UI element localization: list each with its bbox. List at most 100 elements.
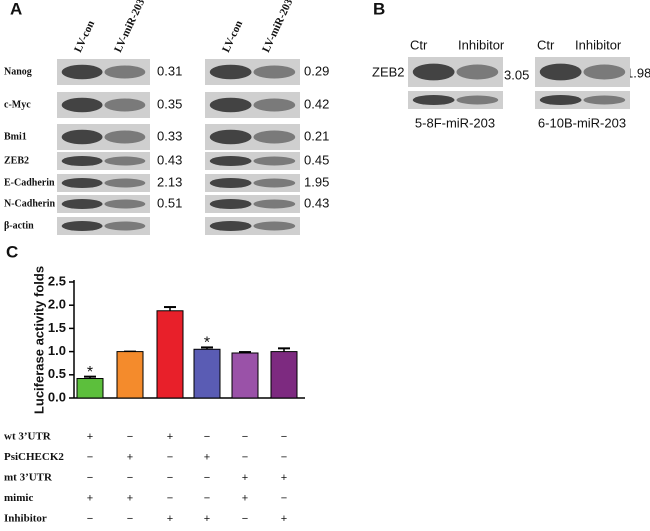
panel-label: C <box>6 242 18 261</box>
lane-label: Inhibitor <box>458 37 505 52</box>
condition-sign: − <box>87 513 93 525</box>
condition-label: mimic <box>4 492 33 504</box>
band <box>253 221 296 231</box>
band <box>253 199 296 209</box>
condition-label: Inhibitor <box>4 513 47 525</box>
band <box>104 130 146 144</box>
lane-label: Ctr <box>537 37 555 52</box>
condition-sign: + <box>281 513 287 525</box>
protein-label: N-Cadherin <box>4 198 56 209</box>
protein-label: c-Myc <box>4 99 31 110</box>
condition-sign: − <box>127 513 133 525</box>
protein-label: Nanog <box>4 66 32 77</box>
panel-label: A <box>10 0 22 18</box>
lane-label: LV-con <box>72 19 97 55</box>
condition-sign: − <box>281 492 287 504</box>
condition-sign: + <box>242 472 248 484</box>
band <box>539 63 582 81</box>
asterisk: * <box>204 335 210 352</box>
y-tick-label: 0.0 <box>48 389 66 404</box>
bar <box>116 351 144 399</box>
band <box>412 63 455 81</box>
condition-sign: − <box>242 431 248 443</box>
protein-label: ZEB2 <box>4 155 29 166</box>
lane-label: LV-con <box>220 19 245 55</box>
condition-sign: + <box>87 431 93 443</box>
panel-label: B <box>373 0 385 18</box>
condition-sign: − <box>127 431 133 443</box>
ratio: 1.95 <box>304 174 329 189</box>
condition-sign: − <box>281 451 287 463</box>
caption: 6-10B-miR-203 <box>538 115 626 130</box>
condition-sign: + <box>242 492 248 504</box>
band <box>583 64 626 80</box>
ratio: 0.35 <box>157 96 182 111</box>
bar <box>156 310 184 399</box>
condition-sign: − <box>204 431 210 443</box>
y-tick-label: 1.0 <box>48 343 66 358</box>
ratio: 0.43 <box>157 152 182 167</box>
band <box>104 65 146 79</box>
band <box>104 98 146 112</box>
condition-sign: − <box>242 513 248 525</box>
y-tick-label: 0.5 <box>48 366 66 381</box>
y-tick-label: 1.5 <box>48 320 66 335</box>
band <box>61 198 103 210</box>
protein-label: β-actin <box>4 220 34 231</box>
condition-sign: + <box>204 451 210 463</box>
bar <box>231 352 259 399</box>
band <box>61 177 103 189</box>
ratio: 2.13 <box>157 174 182 189</box>
y-tick-label: 2.0 <box>48 297 66 312</box>
bar <box>270 351 298 399</box>
caption: 5-8F-miR-203 <box>415 115 495 130</box>
band <box>209 64 252 80</box>
band <box>253 156 296 166</box>
lane-label: Ctr <box>410 37 428 52</box>
bar <box>193 348 221 399</box>
band <box>61 129 103 145</box>
condition-sign: − <box>167 451 173 463</box>
band <box>209 97 252 113</box>
condition-sign: − <box>167 472 173 484</box>
band <box>209 177 252 189</box>
band <box>61 97 103 113</box>
band <box>253 98 296 112</box>
condition-sign: + <box>127 492 133 504</box>
lane-label: LV-miR-203 <box>112 0 147 54</box>
condition-sign: + <box>87 492 93 504</box>
ratio: 0.31 <box>157 63 182 78</box>
ratio: 0.21 <box>304 128 329 143</box>
condition-sign: − <box>204 492 210 504</box>
protein-label: Bmi1 <box>4 131 27 142</box>
band <box>209 198 252 210</box>
band <box>253 65 296 79</box>
y-axis-label: Luciferase activity folds <box>31 266 46 414</box>
condition-sign: + <box>167 431 173 443</box>
condition-sign: − <box>87 472 93 484</box>
band <box>61 220 103 232</box>
condition-sign: − <box>87 451 93 463</box>
ratio: 0.51 <box>157 195 182 210</box>
band <box>253 130 296 144</box>
condition-sign: − <box>281 431 287 443</box>
lane-label: LV-miR-203 <box>260 0 295 54</box>
band <box>104 199 146 209</box>
band <box>583 95 626 105</box>
condition-sign: + <box>127 451 133 463</box>
condition-label: mt 3’UTR <box>4 472 53 484</box>
condition-sign: − <box>167 492 173 504</box>
ratio: 0.43 <box>304 195 329 210</box>
band <box>61 155 103 167</box>
band <box>104 178 146 188</box>
band <box>104 221 146 231</box>
ratio: 0.45 <box>304 152 329 167</box>
y-tick-label: 2.5 <box>48 273 66 288</box>
ratio: 0.42 <box>304 96 329 111</box>
band <box>104 156 146 166</box>
band <box>209 155 252 167</box>
band <box>253 178 296 188</box>
asterisk: * <box>87 364 93 381</box>
condition-sign: + <box>167 513 173 525</box>
